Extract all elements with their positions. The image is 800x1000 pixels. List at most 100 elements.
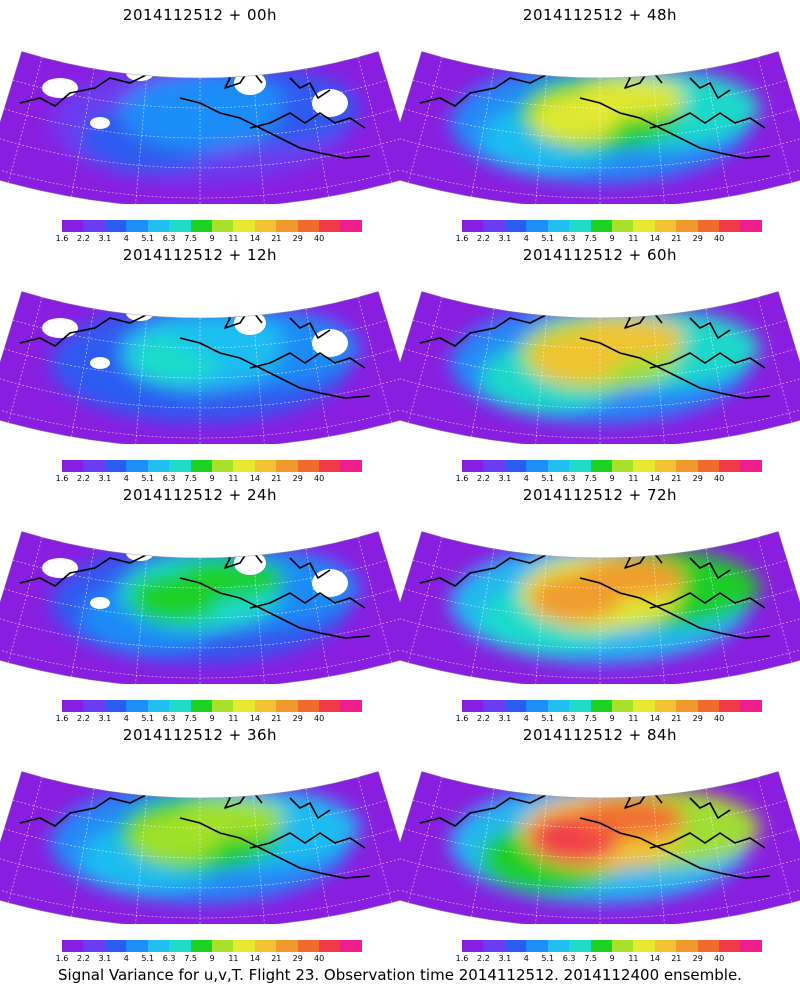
- colorbar-swatch-4: [547, 940, 570, 952]
- colorbar-tick-label: 4: [123, 954, 129, 963]
- colorbar: [462, 220, 762, 232]
- colorbar-swatch-2: [104, 460, 127, 472]
- colorbar: [62, 460, 362, 472]
- colorbar-tick-label: 9: [609, 234, 615, 243]
- colorbar-labels: 1.6 2.2 3.1 4 5.1 6.3 7.5 9 11 14 21 29 40: [56, 474, 362, 486]
- colorbar-tick-label: 21: [671, 474, 682, 483]
- panel-title: 2014112512 + 72h: [522, 486, 678, 504]
- colorbar-swatch-2: [104, 940, 127, 952]
- colorbar-swatch-6: [190, 220, 212, 232]
- map-panel-84h: 2014112512 + 84h 1.6 2.2 3.1 4 5.1 6.3 7.5 9 11 14…: [400, 720, 800, 968]
- colorbar-tick-label: 14: [649, 714, 660, 723]
- colorbar-swatch-11: [697, 700, 720, 712]
- colorbar-swatch-8: [633, 460, 655, 472]
- colorbar-swatch-6: [590, 700, 612, 712]
- colorbar-swatch-9: [254, 940, 277, 952]
- colorbar-swatch-13: [740, 460, 762, 472]
- colorbar-tick-label: 40: [714, 954, 725, 963]
- colorbar: [62, 700, 362, 712]
- colorbar-tick-label: 1.6: [55, 234, 69, 243]
- colorbar-tick-label: 11: [228, 474, 239, 483]
- map-panel-00h: 2014112512 + 00h 1.6 2.2 3.1 4 5.1 6.3 7.5 9 11 14…: [0, 0, 400, 248]
- colorbar-tick-label: 7.5: [184, 234, 197, 243]
- colorbar-swatch-2: [104, 220, 127, 232]
- colorbar-tick-label: 4: [523, 474, 529, 483]
- colorbar-swatch-1: [83, 220, 105, 232]
- colorbar-tick-label: 21: [271, 714, 282, 723]
- colorbar-swatch-13: [740, 700, 762, 712]
- colorbar-tick-label: 6.3: [162, 714, 176, 723]
- colorbar-tick-label: 21: [271, 234, 282, 243]
- colorbar-tick-label: 21: [671, 714, 682, 723]
- colorbar-tick-label: 7.5: [584, 234, 597, 243]
- colorbar-tick-label: 6.3: [562, 474, 576, 483]
- colorbar-swatch-3: [126, 940, 148, 952]
- colorbar: [462, 460, 762, 472]
- colorbar-tick-label: 40: [714, 714, 725, 723]
- colorbar-tick-label: 9: [209, 954, 215, 963]
- colorbar-swatch-12: [319, 460, 341, 472]
- colorbar-tick-label: 5.1: [141, 234, 155, 243]
- colorbar-swatch-9: [654, 460, 677, 472]
- variance-map: [0, 51, 400, 204]
- colorbar-tick-label: 40: [314, 714, 325, 723]
- panel-title: 2014112512 + 36h: [122, 726, 278, 744]
- colorbar-labels: 1.6 2.2 3.1 4 5.1 6.3 7.5 9 11 14 21 29 40: [456, 474, 762, 486]
- colorbar-tick-label: 9: [209, 234, 215, 243]
- colorbar-tick-label: 11: [228, 234, 239, 243]
- colorbar-tick-label: 2.2: [77, 714, 90, 723]
- colorbar-tick-label: 1.6: [455, 954, 469, 963]
- colorbar-tick-label: 9: [609, 954, 615, 963]
- colorbar-tick-label: 21: [271, 474, 282, 483]
- colorbar-tick-label: 6.3: [162, 474, 176, 483]
- map-panel-36h: 2014112512 + 36h 1.6 2.2 3.1 4 5.1 6.3 7.5 9 11 14…: [0, 720, 400, 968]
- colorbar-swatch-10: [676, 460, 698, 472]
- colorbar-swatch-9: [254, 220, 277, 232]
- colorbar-swatch-6: [590, 460, 612, 472]
- panel-title: 2014112512 + 48h: [522, 6, 678, 24]
- colorbar-swatch-2: [504, 220, 527, 232]
- colorbar-swatch-1: [83, 700, 105, 712]
- colorbar-tick-label: 2.2: [77, 474, 90, 483]
- colorbar-swatch-5: [169, 940, 191, 952]
- colorbar-tick-label: 6.3: [562, 954, 576, 963]
- colorbar-swatch-9: [654, 220, 677, 232]
- colorbar-swatch-11: [297, 700, 320, 712]
- colorbar-swatch-9: [654, 700, 677, 712]
- colorbar-tick-label: 5.1: [541, 234, 555, 243]
- colorbar-tick-label: 3.1: [498, 954, 512, 963]
- colorbar-tick-label: 9: [609, 474, 615, 483]
- colorbar-swatch-4: [147, 700, 170, 712]
- colorbar-tick-label: 11: [628, 234, 639, 243]
- colorbar-tick-label: 7.5: [184, 474, 197, 483]
- colorbar-tick-label: 2.2: [477, 714, 490, 723]
- colorbar-tick-label: 14: [649, 234, 660, 243]
- colorbar-tick-label: 7.5: [584, 474, 597, 483]
- colorbar-swatch-1: [83, 460, 105, 472]
- colorbar-tick-label: 7.5: [584, 714, 597, 723]
- colorbar-tick-label: 4: [523, 714, 529, 723]
- colorbar-swatch-11: [697, 220, 720, 232]
- colorbar-labels: 1.6 2.2 3.1 4 5.1 6.3 7.5 9 11 14 21 29 40: [456, 714, 762, 726]
- colorbar-swatch-2: [504, 460, 527, 472]
- colorbar-swatch-10: [676, 220, 698, 232]
- colorbar-swatch-12: [719, 700, 741, 712]
- colorbar-tick-label: 5.1: [141, 954, 155, 963]
- colorbar-swatch-13: [340, 940, 362, 952]
- colorbar-swatch-4: [547, 220, 570, 232]
- colorbar-tick-label: 11: [628, 954, 639, 963]
- colorbar-labels: 1.6 2.2 3.1 4 5.1 6.3 7.5 9 11 14 21 29 40: [56, 714, 362, 726]
- colorbar-swatch-2: [504, 940, 527, 952]
- colorbar-swatch-12: [719, 220, 741, 232]
- colorbar-swatch-4: [547, 700, 570, 712]
- colorbar-swatch-3: [126, 220, 148, 232]
- colorbar-tick-label: 5.1: [141, 714, 155, 723]
- colorbar-tick-label: 3.1: [498, 714, 512, 723]
- colorbar-tick-label: 29: [692, 234, 703, 243]
- colorbar-tick-label: 1.6: [55, 714, 69, 723]
- colorbar-swatch-5: [169, 700, 191, 712]
- panel-title: 2014112512 + 60h: [522, 246, 678, 264]
- colorbar-swatch-12: [319, 700, 341, 712]
- colorbar-swatch-11: [697, 460, 720, 472]
